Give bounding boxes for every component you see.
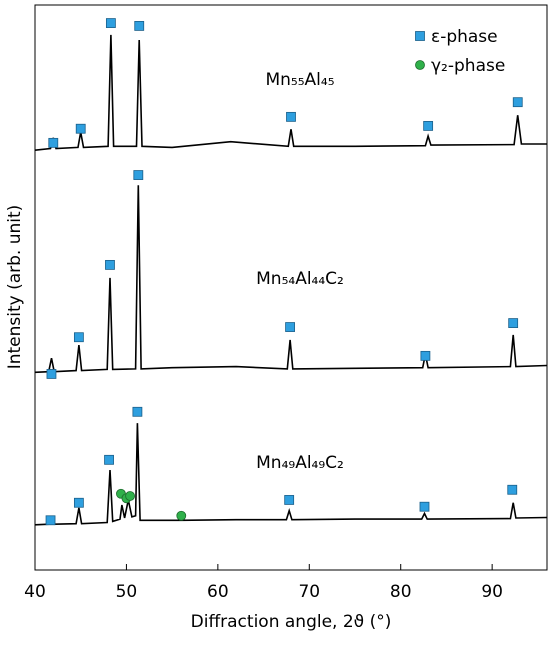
phase-marker <box>286 111 296 122</box>
phase-marker <box>104 454 114 465</box>
x-tick-label: 40 <box>24 582 46 602</box>
phase-marker <box>105 18 116 28</box>
phase-marker <box>133 170 144 180</box>
x-tick-label: 80 <box>390 582 412 602</box>
xrd-trace <box>34 423 548 526</box>
phase-marker <box>284 495 295 505</box>
phase-marker <box>285 322 295 332</box>
phase-marker <box>508 318 519 328</box>
xrd-trace <box>34 185 548 374</box>
phase-marker <box>134 21 145 31</box>
phase-marker <box>46 369 57 379</box>
xrd-trace <box>34 34 547 151</box>
legend-label: γ₂-phase <box>431 56 505 76</box>
phase-marker <box>420 350 431 361</box>
x-tick-label: 90 <box>481 582 503 602</box>
legend-symbol <box>415 60 425 70</box>
phase-marker <box>507 484 518 495</box>
legend-label: ε-phase <box>431 27 498 47</box>
phase-marker <box>73 332 84 343</box>
phase-marker <box>423 121 434 131</box>
phase-marker <box>419 501 430 512</box>
phase-marker <box>125 491 135 501</box>
phase-marker <box>512 97 523 108</box>
legend-symbol <box>415 31 425 41</box>
phase-marker <box>105 259 115 270</box>
phase-marker <box>73 497 84 508</box>
y-axis-title: Intensity (arb. unit) <box>5 205 25 370</box>
trace-label: Mn₅₄Al₄₄C₂ <box>256 269 344 289</box>
plot-frame <box>34 4 548 571</box>
x-tick-label: 60 <box>207 582 229 602</box>
phase-marker <box>75 123 86 134</box>
x-tick-label: 70 <box>298 582 320 602</box>
trace-label: Mn₄₉Al₄₉C₂ <box>256 453 344 473</box>
trace-label: Mn₅₅Al₄₅ <box>265 70 334 90</box>
x-tick-label: 50 <box>116 582 138 602</box>
phase-marker <box>132 406 143 417</box>
phase-marker <box>48 137 59 148</box>
x-axis-title: Diffraction angle, 2ϑ (°) <box>191 612 392 632</box>
phase-marker <box>45 515 56 526</box>
phase-marker <box>176 510 187 521</box>
